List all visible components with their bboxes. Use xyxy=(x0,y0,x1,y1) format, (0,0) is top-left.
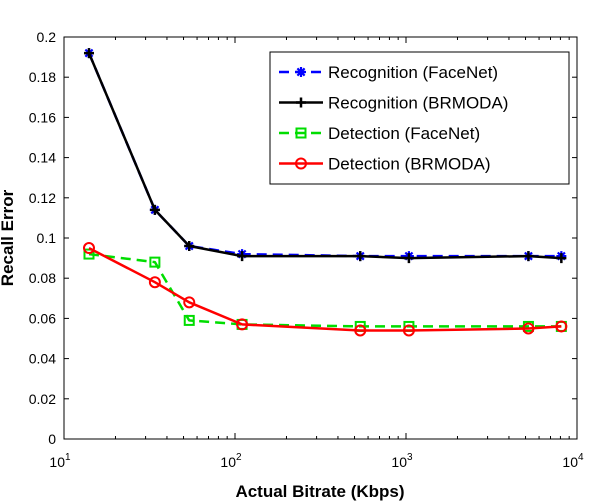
series-line xyxy=(88,246,562,332)
legend-marker xyxy=(296,67,306,77)
legend-label: Detection (BRMODA) xyxy=(328,155,490,174)
data-point xyxy=(183,314,195,326)
y-tick-label: 0.18 xyxy=(29,69,56,85)
data-point xyxy=(184,241,195,252)
data-point xyxy=(556,253,567,264)
y-tick-label: 0.08 xyxy=(29,270,56,286)
y-tick-label: 0.2 xyxy=(37,29,57,45)
legend-label: Recognition (BRMODA) xyxy=(328,94,508,113)
legend-label: Detection (FaceNet) xyxy=(328,124,480,143)
data-point-shape xyxy=(403,253,414,264)
data-point xyxy=(148,276,161,289)
x-tick-label-base: 10 xyxy=(391,454,407,470)
y-tick-label: 0.16 xyxy=(29,109,56,125)
legend-marker-shape xyxy=(295,127,307,139)
series-line xyxy=(88,252,562,328)
x-tick-label: 104 xyxy=(562,452,584,470)
data-point-shape xyxy=(402,324,415,337)
data-point xyxy=(403,253,414,264)
data-point-shape xyxy=(183,296,196,309)
x-tick-label: 102 xyxy=(220,452,242,470)
data-point xyxy=(555,320,568,333)
data-point-shape xyxy=(183,314,195,326)
legend-box xyxy=(269,51,570,185)
y-tick-label: 0.1 xyxy=(37,230,57,246)
y-tick-label: 0.14 xyxy=(29,150,56,166)
x-tick-label: 101 xyxy=(49,452,71,470)
legend-label: Recognition (FaceNet) xyxy=(328,63,498,82)
data-point-shape xyxy=(354,324,367,337)
series-3 xyxy=(82,242,568,337)
x-tick-label-base: 10 xyxy=(220,454,236,470)
data-point xyxy=(402,324,415,337)
x-axis-title: Actual Bitrate (Kbps) xyxy=(235,482,404,501)
data-point xyxy=(355,251,366,262)
legend-marker xyxy=(296,97,306,108)
y-tick-label: 0.12 xyxy=(29,190,56,206)
data-point xyxy=(82,242,95,255)
x-tick-label-exponent: 2 xyxy=(236,452,242,463)
data-point-shape xyxy=(355,251,366,262)
legend-entry: Recognition (FaceNet) xyxy=(279,63,498,82)
data-point-shape xyxy=(149,204,160,215)
data-point-shape xyxy=(184,241,195,252)
data-point xyxy=(149,204,160,215)
legend-entry: Detection (BRMODA) xyxy=(279,155,490,174)
y-tick-label: 0 xyxy=(48,431,56,447)
y-axis-title: Recall Error xyxy=(0,189,17,286)
x-tick-label-exponent: 3 xyxy=(407,452,413,463)
data-point-shape xyxy=(555,320,568,333)
data-point xyxy=(237,251,248,262)
y-tick-label: 0.02 xyxy=(29,391,56,407)
data-point-shape xyxy=(83,248,95,260)
data-point xyxy=(83,248,95,260)
plot-frame xyxy=(63,36,578,440)
legend-marker-shape xyxy=(295,157,307,170)
series-layer xyxy=(82,48,568,337)
data-point-shape xyxy=(149,256,161,268)
legend-marker xyxy=(295,127,307,139)
legend: Recognition (FaceNet) Recognition (BRMODA… xyxy=(269,51,570,185)
data-point-shape xyxy=(237,251,248,262)
y-tick-label: 0.04 xyxy=(29,351,56,367)
legend-marker-shape xyxy=(296,67,306,77)
data-point-shape xyxy=(556,253,567,264)
y-tick-label: 0.06 xyxy=(29,310,56,326)
data-point xyxy=(236,318,249,331)
series-line xyxy=(87,52,562,260)
x-tick-label-exponent: 1 xyxy=(65,452,71,463)
legend-entry: Detection (FaceNet) xyxy=(279,124,480,143)
data-point xyxy=(522,322,535,335)
x-tick-label-exponent: 4 xyxy=(578,452,584,463)
data-point xyxy=(83,48,94,59)
data-point xyxy=(523,251,534,262)
x-tick-label-base: 10 xyxy=(562,454,578,470)
data-point-shape xyxy=(83,48,94,59)
data-point-shape xyxy=(236,318,249,331)
tick-labels: 0 0.02 0.04 0.06 0.08 0.1 0.12 0.14 0.16 0.18 0.2 1… xyxy=(29,29,584,470)
legend-marker-shape xyxy=(296,97,306,108)
data-point-shape xyxy=(522,322,535,335)
x-tick-label-base: 10 xyxy=(49,454,65,470)
data-point-shape xyxy=(523,251,534,262)
x-tick-label: 103 xyxy=(391,452,413,470)
data-point xyxy=(149,256,161,268)
series-1 xyxy=(83,48,567,264)
data-point xyxy=(183,296,196,309)
data-point-shape xyxy=(82,242,95,255)
legend-entry: Recognition (BRMODA) xyxy=(279,94,508,113)
data-point xyxy=(354,324,367,337)
legend-marker xyxy=(295,157,307,170)
data-point-shape xyxy=(148,276,161,289)
